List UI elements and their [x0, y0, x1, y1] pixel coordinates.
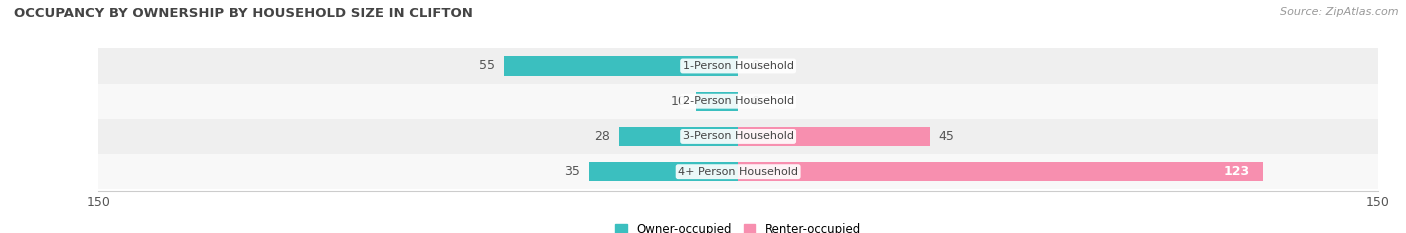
Text: 55: 55 [479, 59, 495, 72]
Text: 10: 10 [671, 95, 688, 108]
Bar [619, 127, 738, 146]
Text: OCCUPANCY BY OWNERSHIP BY HOUSEHOLD SIZE IN CLIFTON: OCCUPANCY BY OWNERSHIP BY HOUSEHOLD SIZE… [14, 7, 472, 20]
Text: 4+ Person Household: 4+ Person Household [678, 167, 799, 177]
Legend: Owner-occupied, Renter-occupied: Owner-occupied, Renter-occupied [614, 223, 862, 233]
Text: 45: 45 [939, 130, 955, 143]
Bar [738, 162, 1263, 181]
Bar [98, 154, 1378, 189]
Text: 2-Person Household: 2-Person Household [682, 96, 794, 106]
Text: 123: 123 [1223, 165, 1250, 178]
Text: 0: 0 [751, 95, 759, 108]
Bar [98, 48, 1378, 84]
Text: 0: 0 [751, 59, 759, 72]
Bar [98, 84, 1378, 119]
Text: 3-Person Household: 3-Person Household [683, 131, 793, 141]
Bar [589, 162, 738, 181]
Bar [98, 119, 1378, 154]
Text: 1-Person Household: 1-Person Household [683, 61, 793, 71]
Text: Source: ZipAtlas.com: Source: ZipAtlas.com [1281, 7, 1399, 17]
Bar [503, 56, 738, 76]
Text: 35: 35 [564, 165, 581, 178]
Bar [738, 127, 931, 146]
Text: 28: 28 [595, 130, 610, 143]
Bar [696, 92, 738, 111]
